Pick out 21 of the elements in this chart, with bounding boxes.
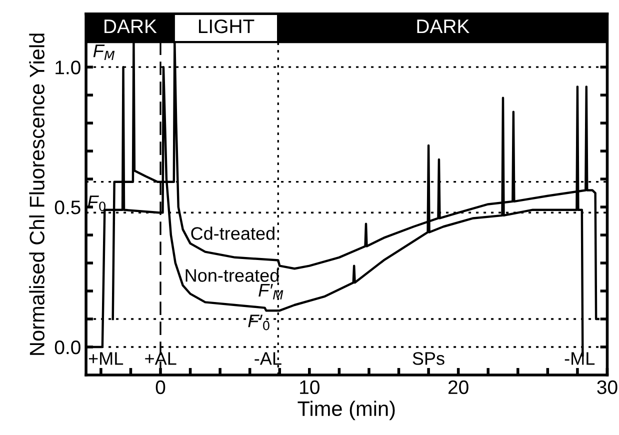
- y-tick-label: 0.5: [54, 200, 80, 214]
- band-label: DARK: [417, 20, 470, 34]
- annotation: F′$_{0}$: [248, 314, 270, 330]
- x-tick-label: 30: [597, 380, 618, 394]
- annotation: Non-treated: [186, 268, 279, 282]
- x-tick-label: 0: [156, 380, 166, 394]
- x-tick-label: 10: [300, 380, 320, 394]
- annotation: -AL: [254, 352, 282, 365]
- x-tick-label: 20: [448, 380, 468, 394]
- y-axis-title: Normalised Chl Fluorescence Yield: [29, 34, 44, 355]
- x-axis-title: Time (min): [298, 400, 395, 420]
- annotation: Cd-treated: [191, 226, 274, 240]
- y-tick-label: 0.0: [54, 340, 80, 354]
- band-label: DARK: [104, 20, 157, 34]
- band-label: LIGHT: [198, 19, 254, 34]
- annotation: +AL: [145, 352, 176, 365]
- annotation: F′$_{M}$: [258, 284, 284, 300]
- annotation: SPs: [412, 352, 444, 365]
- y-tick-label: 1.0: [56, 60, 80, 74]
- annotation: +ML: [88, 352, 124, 365]
- annotation: F$_{M}$: [93, 44, 115, 60]
